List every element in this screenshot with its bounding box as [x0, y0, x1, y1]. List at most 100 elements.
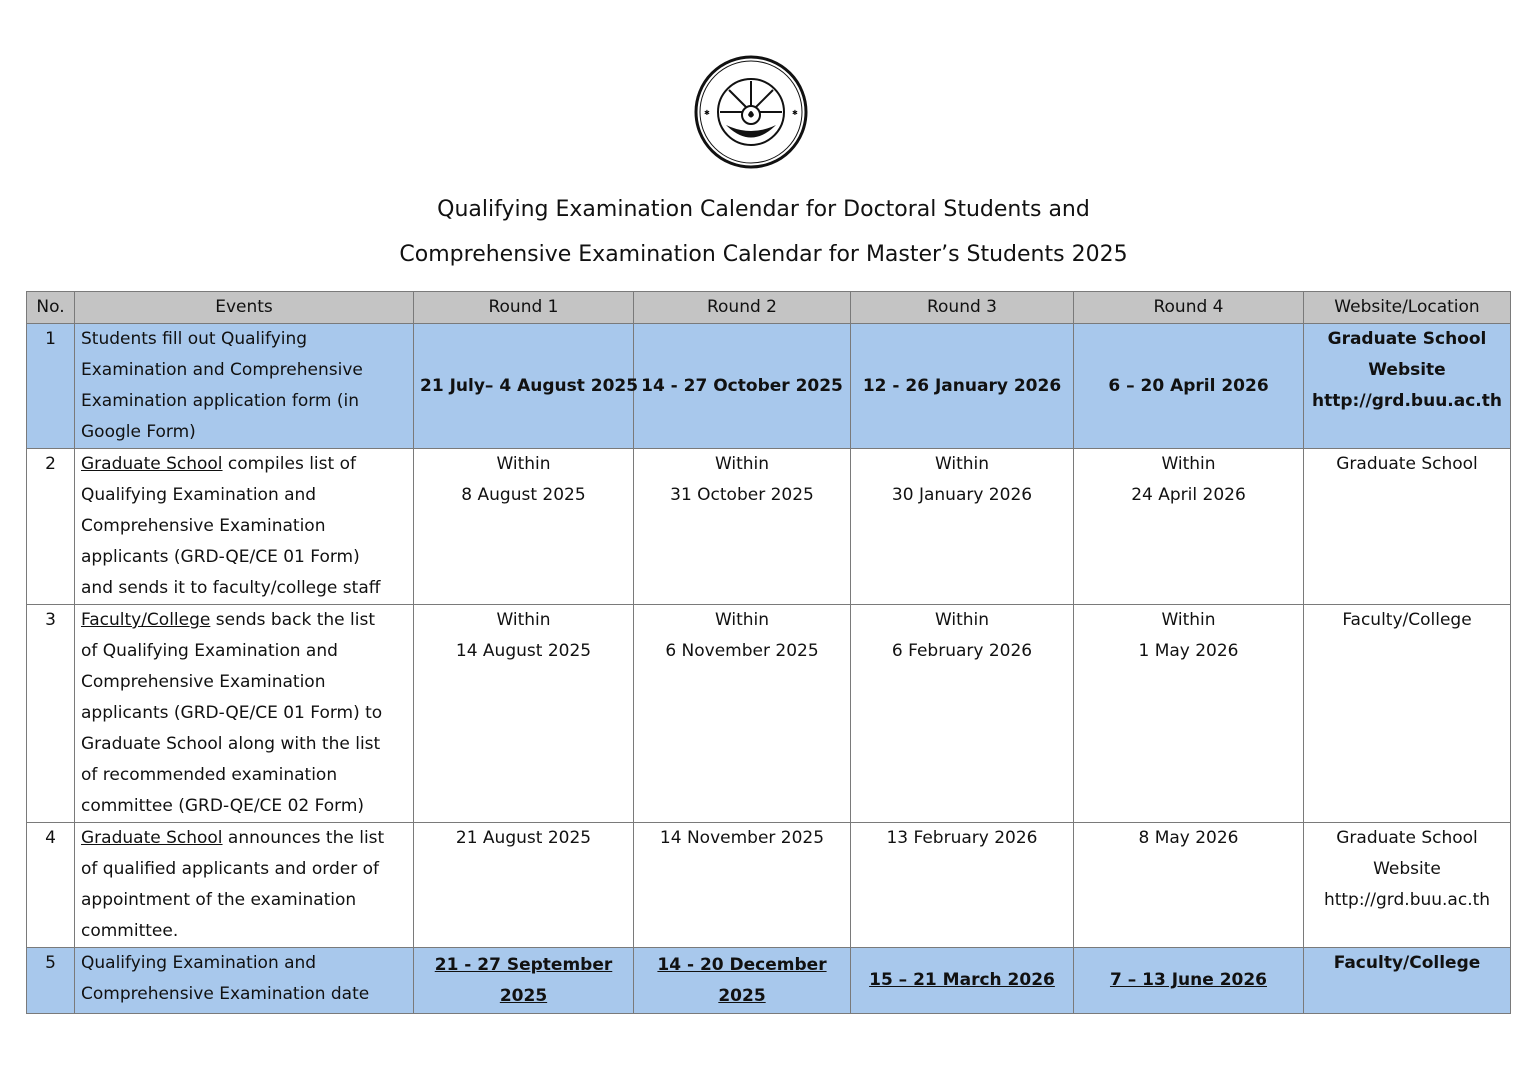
location-text: Faculty/College [1342, 610, 1472, 630]
location-text: Faculty/College [1333, 953, 1481, 973]
round-2-date: 14 - 20 December 2025 [633, 947, 851, 1014]
event-line: Qualifying Examination and [81, 480, 407, 511]
table-row: 2 Graduate School compiles list of Qualify… [26, 448, 1511, 605]
location-text: http://grd.buu.ac.th [1312, 391, 1502, 411]
event-line: Google Form) [81, 417, 407, 448]
event-description: Graduate School compiles list of Qualifyi… [74, 448, 414, 605]
event-line: of Qualifying Examination and [81, 636, 407, 667]
date-text: Within [1161, 610, 1216, 630]
round-3-date: Within 30 January 2026 [850, 448, 1074, 605]
event-text: sends back the list [210, 610, 375, 630]
column-header-round-1: Round 1 [413, 291, 634, 324]
event-line: Comprehensive Examination [81, 667, 407, 698]
event-text: of Qualifying Examination and [81, 641, 338, 661]
svg-text:✱: ✱ [704, 109, 710, 117]
date-text: 1 May 2026 [1138, 641, 1239, 661]
date-text: Within [934, 610, 990, 630]
event-text: and sends it to faculty/college staff [81, 578, 381, 598]
date-text: 15 – 21 March 2026 [869, 970, 1055, 990]
date-text: 21 August 2025 [455, 828, 592, 848]
date-text: 14 - 20 December [657, 954, 827, 975]
event-text: of recommended examination [81, 765, 338, 785]
round-3-date: Within 6 February 2026 [850, 604, 1074, 823]
location-text: Website [1368, 360, 1446, 380]
event-text: Examination and Comprehensive [81, 360, 363, 380]
round-4-date: 8 May 2026 [1073, 822, 1304, 948]
table-row: 4 Graduate School announces the list of qu… [26, 822, 1511, 948]
event-line: Faculty/College sends back the list [81, 605, 407, 636]
round-1-date: Within 8 August 2025 [413, 448, 634, 605]
date-text: 2025 [499, 985, 548, 1006]
row-number: 4 [26, 822, 75, 948]
event-text: applicants (GRD-QE/CE 01 Form) to [81, 703, 383, 723]
event-actor: Faculty/College [81, 610, 211, 630]
event-line: and sends it to faculty/college staff [81, 573, 407, 604]
date-text: 12 - 26 January 2026 [862, 375, 1062, 396]
event-line: Graduate School compiles list of [81, 449, 407, 480]
round-2-date: Within 31 October 2025 [633, 448, 851, 605]
location: Faculty/College [1303, 604, 1511, 823]
date-text: 6 – 20 April 2026 [1108, 375, 1269, 396]
event-text: applicants (GRD-QE/CE 01 Form) [81, 547, 360, 567]
event-line: Comprehensive Examination [81, 511, 407, 542]
event-line: of recommended examination [81, 760, 407, 791]
event-description: Qualifying Examination and Comprehensive … [74, 947, 414, 1014]
event-line: appointment of the examination [81, 885, 407, 916]
event-text: announces the list [222, 828, 385, 848]
row-number-text: 1 [45, 329, 56, 349]
column-header-no: No. [26, 291, 75, 324]
date-text: 14 November 2025 [659, 828, 825, 848]
event-line: committee (GRD-QE/CE 02 Form) [81, 791, 407, 822]
university-seal-logo: ✱ ✱ [694, 55, 808, 169]
column-header-round-2: Round 2 [633, 291, 851, 324]
location-text: Graduate School [1336, 454, 1478, 474]
date-text: 8 May 2026 [1138, 828, 1239, 848]
date-text: Within [496, 454, 551, 474]
table-row: 1 Students fill out Qualifying Examination… [26, 323, 1511, 449]
round-1-date: 21 - 27 September 2025 [413, 947, 634, 1014]
round-4-date: 7 – 13 June 2026 [1073, 947, 1304, 1014]
round-4-date: Within 24 April 2026 [1073, 448, 1304, 605]
location-text: Graduate School [1336, 828, 1478, 848]
date-text: 21 July– 4 August 2025 [420, 375, 639, 396]
event-line: Students fill out Qualifying [81, 324, 407, 355]
round-3-date: 15 – 21 March 2026 [850, 947, 1074, 1014]
round-2-date: 14 November 2025 [633, 822, 851, 948]
event-text: of qualified applicants and order of [81, 859, 379, 879]
event-text: Comprehensive Examination [81, 672, 326, 692]
row-number: 5 [26, 947, 75, 1014]
date-text: Within [714, 610, 770, 630]
location-text: Website [1373, 859, 1441, 879]
location: Graduate School Website http://grd.buu.ac.… [1303, 822, 1511, 948]
column-header-round-3: Round 3 [850, 291, 1074, 324]
round-2-date: 14 - 27 October 2025 [633, 323, 851, 449]
event-line: Examination and Comprehensive [81, 355, 407, 386]
row-number-text: 4 [45, 828, 56, 848]
event-text: Comprehensive Examination date [81, 984, 370, 1004]
event-text: Examination application form (in [81, 391, 360, 411]
date-text: 6 February 2026 [891, 641, 1033, 661]
row-number: 2 [26, 448, 75, 605]
date-text: 21 - 27 September [434, 954, 613, 975]
event-text: Comprehensive Examination [81, 516, 326, 536]
round-1-date: 21 July– 4 August 2025 [413, 323, 639, 449]
event-text: appointment of the examination [81, 890, 357, 910]
round-3-date: 13 February 2026 [850, 822, 1074, 948]
column-header-events: Events [74, 291, 414, 324]
svg-text:✱: ✱ [792, 109, 798, 117]
event-line: Graduate School announces the list [81, 823, 407, 854]
event-text: committee. [81, 921, 179, 941]
table-row: 5 Qualifying Examination and Comprehensive… [26, 947, 1511, 1014]
row-number: 3 [26, 604, 75, 823]
event-text: committee (GRD-QE/CE 02 Form) [81, 796, 365, 816]
table-row: 3 Faculty/College sends back the list of Q… [26, 604, 1511, 823]
location: Faculty/College [1303, 947, 1511, 1014]
event-text: Students fill out Qualifying [81, 329, 308, 349]
row-number: 1 [26, 323, 75, 449]
date-text: 24 April 2026 [1131, 485, 1246, 505]
round-3-date: 12 - 26 January 2026 [850, 323, 1074, 449]
event-text: Qualifying Examination and [81, 485, 317, 505]
round-1-date: 21 August 2025 [413, 822, 634, 948]
date-text: 8 August 2025 [461, 485, 586, 505]
date-text: 14 - 27 October 2025 [641, 375, 843, 396]
